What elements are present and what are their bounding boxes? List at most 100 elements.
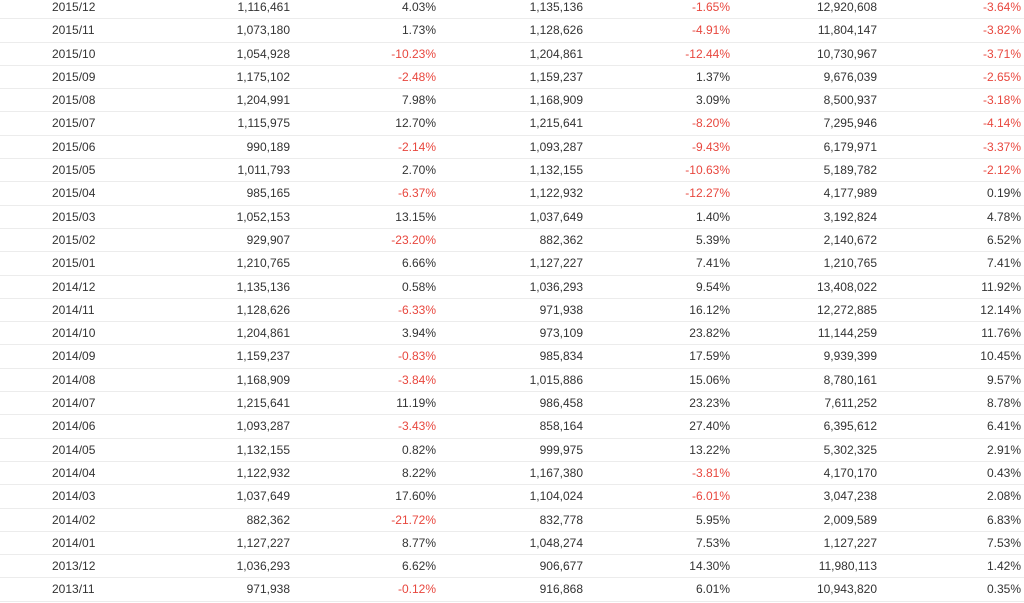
yoy-change-cell: -1.65% bbox=[691, 0, 730, 14]
change-cell: -2.48% bbox=[397, 69, 436, 84]
cumulative-change-cell: -4.14% bbox=[982, 116, 1021, 131]
change-cell: -23.20% bbox=[391, 232, 436, 247]
change-cell: 11.19% bbox=[396, 396, 436, 411]
cumulative-change-cell: 6.41% bbox=[986, 419, 1021, 434]
month-cell: 2015/12 bbox=[52, 0, 96, 14]
prev-value-cell: 882,362 bbox=[539, 232, 583, 247]
month-cell: 2015/08 bbox=[52, 93, 96, 108]
yoy-change-cell: -4.91% bbox=[691, 23, 730, 38]
prev-value-cell: 985,834 bbox=[539, 349, 583, 364]
prev-value-cell: 1,104,024 bbox=[529, 489, 583, 504]
value-cell: 1,215,641 bbox=[236, 396, 290, 411]
table-row: 2015/03 1,052,153 13.15% 1,037,649 1.40% 3,19… bbox=[0, 206, 1024, 229]
month-cell: 2015/01 bbox=[52, 256, 96, 271]
prev-value-cell: 906,677 bbox=[539, 559, 583, 574]
prev-value-cell: 1,204,861 bbox=[529, 46, 583, 61]
change-cell: 1.73% bbox=[401, 23, 436, 38]
cumulative-change-cell: 8.78% bbox=[986, 396, 1021, 411]
yoy-change-cell: -8.20% bbox=[691, 116, 730, 131]
prev-value-cell: 1,159,237 bbox=[529, 69, 583, 84]
value-cell: 1,122,932 bbox=[236, 465, 290, 480]
cumulative-change-cell: -3.37% bbox=[982, 139, 1021, 154]
value-cell: 1,037,649 bbox=[236, 489, 290, 504]
yoy-change-cell: -6.01% bbox=[691, 489, 730, 504]
cumulative-change-cell: 11.92% bbox=[981, 279, 1021, 294]
yoy-change-cell: 7.53% bbox=[695, 535, 730, 550]
cumulative-cell: 2,009,589 bbox=[823, 512, 877, 527]
month-cell: 2015/10 bbox=[52, 46, 96, 61]
value-cell: 990,189 bbox=[246, 139, 290, 154]
prev-value-cell: 832,778 bbox=[539, 512, 583, 527]
month-cell: 2014/05 bbox=[52, 442, 96, 457]
prev-value-cell: 1,132,155 bbox=[529, 163, 583, 178]
change-cell: -21.72% bbox=[391, 512, 436, 527]
month-cell: 2014/04 bbox=[52, 465, 96, 480]
change-cell: 12.70% bbox=[395, 116, 436, 131]
value-cell: 1,204,991 bbox=[236, 93, 290, 108]
table-row: 2015/12 1,116,461 4.03% 1,135,136 -1.65% 12,9… bbox=[0, 0, 1024, 20]
month-cell: 2015/07 bbox=[52, 116, 96, 131]
change-cell: 2.70% bbox=[401, 163, 436, 178]
month-cell: 2014/03 bbox=[52, 489, 96, 504]
change-cell: 7.98% bbox=[401, 93, 436, 108]
cumulative-change-cell: 0.43% bbox=[986, 465, 1021, 480]
cumulative-change-cell: 9.57% bbox=[986, 372, 1021, 387]
table-row: 2015/11 1,073,180 1.73% 1,128,626 -4.91% 11,8… bbox=[0, 19, 1024, 43]
table-row: 2015/02 929,907 -23.20% 882,362 5.39% 2,140,6… bbox=[0, 229, 1024, 253]
yoy-change-cell: 16.12% bbox=[689, 302, 730, 317]
cumulative-change-cell: 2.91% bbox=[986, 442, 1021, 457]
prev-value-cell: 1,122,932 bbox=[529, 186, 583, 201]
cumulative-cell: 8,500,937 bbox=[823, 93, 877, 108]
change-cell: 3.94% bbox=[401, 326, 436, 341]
month-cell: 2015/02 bbox=[52, 232, 96, 247]
prev-value-cell: 1,135,136 bbox=[529, 0, 583, 14]
cumulative-change-cell: 7.53% bbox=[986, 535, 1021, 550]
cumulative-cell: 9,676,039 bbox=[823, 69, 877, 84]
prev-value-cell: 1,048,274 bbox=[529, 535, 583, 550]
change-cell: 6.62% bbox=[401, 559, 436, 574]
change-cell: -3.84% bbox=[397, 372, 436, 387]
cumulative-cell: 10,730,967 bbox=[816, 46, 877, 61]
cumulative-change-cell: -2.65% bbox=[982, 69, 1021, 84]
table-row: 2013/11 971,938 -0.12% 916,868 6.01% 10,943,8… bbox=[0, 578, 1024, 602]
table-row: 2015/07 1,115,975 12.70% 1,215,641 -8.20% 7,2… bbox=[0, 112, 1024, 136]
table-row: 2015/04 985,165 -6.37% 1,122,932 -12.27% 4,17… bbox=[0, 182, 1024, 206]
cumulative-cell: 12,920,608 bbox=[816, 0, 877, 14]
change-cell: 8.77% bbox=[401, 535, 436, 550]
cumulative-change-cell: 1.42% bbox=[986, 559, 1021, 574]
change-cell: -2.14% bbox=[397, 139, 436, 154]
value-cell: 1,159,237 bbox=[236, 349, 290, 364]
cumulative-cell: 7,295,946 bbox=[823, 116, 877, 131]
change-cell: -3.43% bbox=[397, 419, 436, 434]
change-cell: 4.03% bbox=[401, 0, 436, 14]
table-row: 2015/10 1,054,928 -10.23% 1,204,861 -12.44% 1… bbox=[0, 43, 1024, 66]
cumulative-change-cell: 6.52% bbox=[986, 232, 1021, 247]
yoy-change-cell: 7.41% bbox=[695, 256, 730, 271]
cumulative-cell: 6,179,971 bbox=[823, 139, 877, 154]
change-cell: -10.23% bbox=[391, 46, 436, 61]
yoy-change-cell: 27.40% bbox=[689, 419, 730, 434]
cumulative-cell: 12,272,885 bbox=[816, 302, 877, 317]
yoy-change-cell: 17.59% bbox=[689, 349, 730, 364]
cumulative-cell: 4,170,170 bbox=[823, 465, 877, 480]
value-cell: 1,116,461 bbox=[237, 0, 291, 14]
value-cell: 1,168,909 bbox=[236, 372, 290, 387]
table-row: 2014/07 1,215,641 11.19% 986,458 23.23% 7,611… bbox=[0, 392, 1024, 416]
prev-value-cell: 1,037,649 bbox=[529, 209, 583, 224]
month-cell: 2015/04 bbox=[52, 186, 96, 201]
cumulative-change-cell: 11.76% bbox=[981, 326, 1021, 341]
cumulative-cell: 1,127,227 bbox=[823, 535, 877, 550]
table-row: 2014/12 1,135,136 0.58% 1,036,293 9.54% 13,40… bbox=[0, 276, 1024, 299]
table-row: 2014/09 1,159,237 -0.83% 985,834 17.59% 9,939… bbox=[0, 345, 1024, 369]
cumulative-change-cell: 0.35% bbox=[986, 582, 1021, 597]
prev-value-cell: 973,109 bbox=[539, 326, 583, 341]
month-cell: 2014/11 bbox=[52, 302, 95, 317]
value-cell: 1,210,765 bbox=[236, 256, 290, 271]
month-cell: 2014/06 bbox=[52, 419, 96, 434]
table-row: 2015/05 1,011,793 2.70% 1,132,155 -10.63% 5,1… bbox=[0, 159, 1024, 183]
yoy-change-cell: -12.44% bbox=[685, 46, 730, 61]
change-cell: -6.37% bbox=[397, 186, 436, 201]
prev-value-cell: 1,128,626 bbox=[529, 23, 583, 38]
value-cell: 1,135,136 bbox=[236, 279, 290, 294]
value-cell: 1,127,227 bbox=[236, 535, 290, 550]
